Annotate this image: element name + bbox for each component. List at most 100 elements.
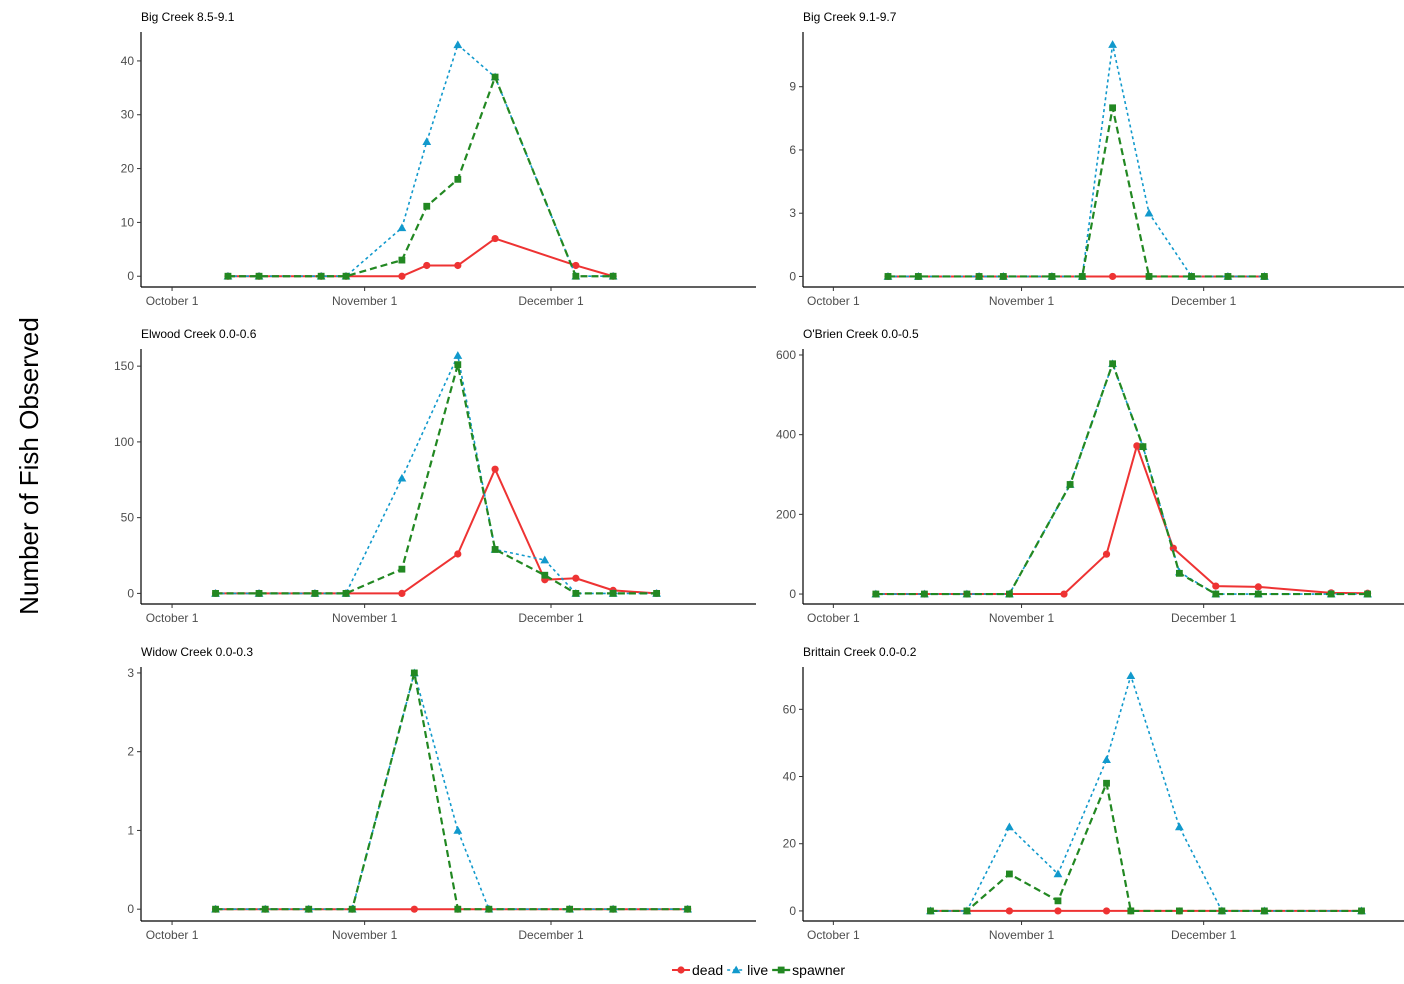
series-live bbox=[883, 40, 1269, 280]
legend-label: live bbox=[747, 962, 768, 978]
point-spawner bbox=[975, 273, 983, 280]
point-spawner bbox=[454, 175, 462, 183]
point-spawner bbox=[1254, 590, 1262, 598]
point-dead bbox=[398, 272, 406, 280]
y-tick-label: 30 bbox=[121, 108, 135, 122]
panel: Brittain Creek 0.0-0.2 0 20 40 60 October 1 No… bbox=[783, 645, 1404, 942]
panel-title: Brittain Creek 0.0-0.2 bbox=[803, 645, 917, 659]
y-tick-label: 3 bbox=[127, 666, 134, 680]
legend-item-live: live bbox=[727, 962, 768, 978]
point-live bbox=[422, 137, 432, 145]
series-line-live bbox=[227, 43, 614, 278]
point-spawner bbox=[1212, 590, 1220, 598]
point-spawner bbox=[485, 905, 493, 913]
x-tick-label: November 1 bbox=[989, 928, 1055, 942]
point-dead bbox=[491, 465, 499, 473]
series-line-dead bbox=[215, 468, 657, 595]
series-spawner bbox=[212, 361, 661, 597]
series-line-spawner bbox=[215, 363, 657, 595]
point-dead bbox=[1254, 583, 1262, 591]
point-dead bbox=[1005, 907, 1014, 915]
series-line-live bbox=[875, 362, 1368, 595]
y-tick-label: 100 bbox=[114, 435, 134, 449]
point-spawner bbox=[212, 905, 219, 913]
x-tick-label: December 1 bbox=[518, 294, 584, 308]
y-tick-label: 60 bbox=[783, 702, 797, 716]
series-spawner bbox=[212, 669, 692, 913]
point-spawner bbox=[921, 590, 928, 598]
point-spawner bbox=[1127, 907, 1135, 915]
point-spawner bbox=[1364, 590, 1371, 598]
series-line-spawner bbox=[887, 106, 1265, 278]
x-tick-label: November 1 bbox=[332, 294, 398, 308]
point-spawner bbox=[914, 273, 922, 280]
panel-title: Elwood Creek 0.0-0.6 bbox=[141, 327, 257, 341]
point-spawner bbox=[224, 272, 232, 280]
point-dead bbox=[1212, 582, 1220, 590]
x-tick-label: December 1 bbox=[1171, 611, 1237, 625]
point-live bbox=[453, 826, 463, 834]
x-tick-label: November 1 bbox=[332, 611, 398, 625]
y-tick-label: 50 bbox=[121, 511, 135, 525]
point-spawner bbox=[410, 669, 418, 677]
x-tick-label: December 1 bbox=[518, 928, 584, 942]
y-tick-label: 20 bbox=[783, 837, 797, 851]
point-spawner bbox=[1109, 104, 1117, 112]
legend-key-marker bbox=[777, 966, 785, 974]
point-live bbox=[397, 223, 407, 232]
series-dead bbox=[224, 234, 617, 280]
y-tick-label: 2 bbox=[127, 745, 134, 759]
point-spawner bbox=[1006, 870, 1013, 878]
point-spawner bbox=[684, 905, 692, 913]
point-spawner bbox=[342, 589, 350, 597]
point-live bbox=[1174, 822, 1184, 831]
point-spawner bbox=[927, 907, 934, 915]
point-spawner bbox=[609, 272, 617, 280]
point-dead bbox=[1109, 272, 1117, 281]
x-tick-label: November 1 bbox=[989, 611, 1055, 625]
x-tick-label: November 1 bbox=[989, 294, 1055, 308]
panel: Big Creek 9.1-9.7 0 3 6 9 October 1 November 1… bbox=[789, 10, 1404, 308]
point-spawner bbox=[653, 589, 661, 597]
y-tick-label: 20 bbox=[121, 162, 135, 176]
x-tick-label: December 1 bbox=[518, 611, 584, 625]
point-live bbox=[540, 555, 550, 564]
point-live bbox=[1005, 822, 1014, 831]
series-live bbox=[926, 671, 1366, 915]
point-live bbox=[1053, 869, 1063, 878]
series-spawner bbox=[872, 360, 1371, 598]
series-line-live bbox=[215, 354, 657, 595]
y-tick-label: 40 bbox=[783, 770, 797, 784]
y-tick-label: 0 bbox=[789, 269, 796, 283]
point-spawner bbox=[872, 590, 880, 598]
point-spawner bbox=[311, 589, 319, 597]
point-spawner bbox=[491, 546, 499, 553]
x-tick-label: November 1 bbox=[332, 928, 398, 942]
point-spawner bbox=[317, 272, 325, 280]
y-tick-label: 10 bbox=[121, 215, 135, 229]
x-tick-label: October 1 bbox=[807, 294, 860, 308]
point-dead bbox=[454, 261, 462, 270]
series-spawner bbox=[224, 73, 617, 280]
legend-label: dead bbox=[692, 962, 723, 978]
point-spawner bbox=[398, 256, 406, 264]
series-line-spawner bbox=[930, 782, 1362, 913]
point-dead bbox=[572, 261, 580, 270]
x-tick-label: October 1 bbox=[807, 928, 860, 942]
point-live bbox=[453, 40, 463, 49]
series-line-dead bbox=[227, 237, 614, 278]
point-spawner bbox=[1006, 590, 1013, 598]
point-dead bbox=[1060, 590, 1068, 598]
legend-label: spawner bbox=[792, 962, 845, 978]
point-spawner bbox=[1188, 273, 1195, 280]
point-live bbox=[453, 351, 463, 359]
point-spawner bbox=[255, 272, 263, 280]
y-tick-label: 6 bbox=[789, 143, 796, 157]
y-tick-label: 0 bbox=[127, 586, 134, 600]
point-spawner bbox=[999, 273, 1007, 280]
point-spawner bbox=[423, 202, 431, 210]
panel: Elwood Creek 0.0-0.6 0 50 100 150 October 1 No… bbox=[114, 327, 756, 625]
panel-title: Big Creek 8.5-9.1 bbox=[141, 10, 235, 24]
point-spawner bbox=[1054, 897, 1062, 905]
